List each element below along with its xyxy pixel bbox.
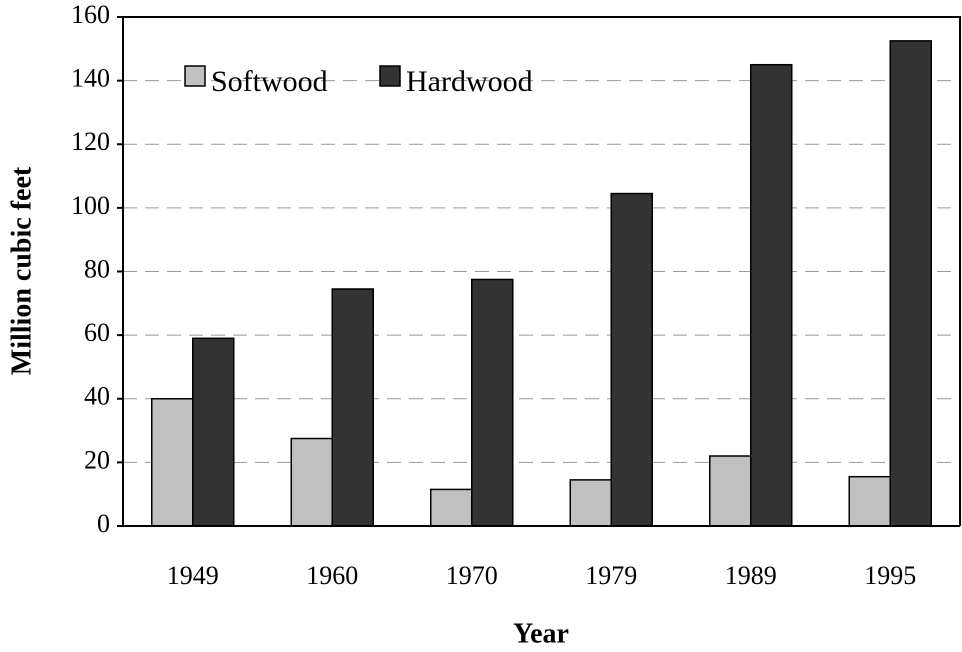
bar bbox=[290, 437, 333, 527]
y-tick-label: 60 bbox=[84, 318, 110, 347]
bar bbox=[471, 278, 514, 527]
bar bbox=[151, 398, 194, 527]
y-tick-label: 80 bbox=[84, 254, 110, 283]
y-tick-label: 140 bbox=[71, 64, 110, 93]
y-tick-label: 100 bbox=[71, 191, 110, 220]
x-tick-label: 1979 bbox=[585, 561, 637, 590]
bar bbox=[569, 479, 612, 527]
bar bbox=[610, 192, 653, 527]
bar bbox=[430, 488, 473, 527]
bar bbox=[192, 337, 235, 527]
bar bbox=[889, 40, 932, 527]
y-tick-label: 160 bbox=[71, 0, 110, 29]
bar bbox=[750, 63, 793, 527]
plot-frame bbox=[122, 16, 961, 526]
y-tick-label: 0 bbox=[97, 509, 110, 538]
bar bbox=[848, 475, 891, 527]
x-tick-label: 1970 bbox=[446, 561, 498, 590]
legend-swatch bbox=[184, 65, 206, 87]
x-tick-label: 1995 bbox=[864, 561, 916, 590]
legend-swatch bbox=[379, 65, 401, 87]
bar bbox=[709, 455, 752, 527]
x-axis-label: Year bbox=[513, 618, 569, 649]
legend-label: Softwood bbox=[211, 65, 328, 98]
y-tick-label: 120 bbox=[71, 127, 110, 156]
x-tick-label: 1989 bbox=[725, 561, 777, 590]
legend-label: Hardwood bbox=[406, 65, 533, 98]
y-tick-label: 40 bbox=[84, 382, 110, 411]
bar bbox=[331, 288, 374, 527]
y-tick-label: 20 bbox=[84, 445, 110, 474]
x-tick-label: 1960 bbox=[306, 561, 358, 590]
x-tick-label: 1949 bbox=[167, 561, 219, 590]
y-axis-label: Million cubic feet bbox=[6, 166, 37, 375]
